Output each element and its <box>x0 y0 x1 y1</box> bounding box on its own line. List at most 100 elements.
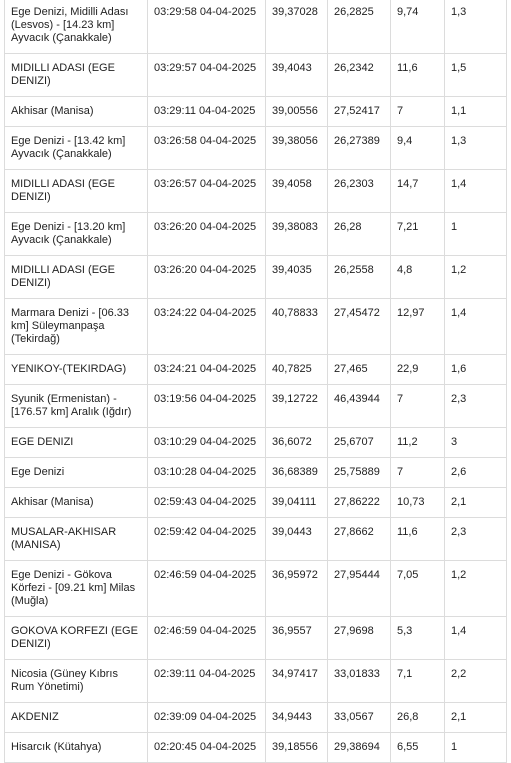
depth-cell: 7,21 <box>390 212 445 256</box>
time-cell: 03:26:20 04-04-2025 <box>147 255 266 299</box>
magnitude-cell: 3 <box>444 427 507 458</box>
table-body: Ege Denizi, Midilli Adası (Lesvos) - [14… <box>4 0 507 763</box>
location-cell: GOKOVA KORFEZI (EGE DENIZI) <box>4 616 148 660</box>
latitude-cell: 39,38056 <box>265 126 328 170</box>
time-cell: 03:29:11 04-04-2025 <box>147 96 266 127</box>
depth-cell: 26,8 <box>390 702 445 733</box>
latitude-cell: 34,97417 <box>265 659 328 703</box>
location-cell: EGE DENIZI <box>4 427 148 458</box>
depth-cell: 7 <box>390 384 445 428</box>
earthquake-row: Syunik (Ermenistan) - [176.57 km] Aralık… <box>4 384 507 428</box>
magnitude-cell: 1,4 <box>444 616 507 660</box>
depth-cell: 7 <box>390 96 445 127</box>
earthquake-row: Ege Denizi - [13.20 km] Ayvacık (Çanakka… <box>4 212 507 256</box>
magnitude-cell: 1,6 <box>444 354 507 385</box>
depth-cell: 7,1 <box>390 659 445 703</box>
location-cell: Syunik (Ermenistan) - [176.57 km] Aralık… <box>4 384 148 428</box>
longitude-cell: 25,6707 <box>327 427 391 458</box>
latitude-cell: 39,00556 <box>265 96 328 127</box>
depth-cell: 11,6 <box>390 53 445 97</box>
latitude-cell: 39,37028 <box>265 0 328 54</box>
location-cell: Ege Denizi - [13.20 km] Ayvacık (Çanakka… <box>4 212 148 256</box>
depth-cell: 11,6 <box>390 517 445 561</box>
depth-cell: 22,9 <box>390 354 445 385</box>
earthquake-row: AKDENIZ 02:39:09 04-04-2025 34,9443 33,0567… <box>4 702 507 733</box>
longitude-cell: 26,27389 <box>327 126 391 170</box>
latitude-cell: 39,12722 <box>265 384 328 428</box>
depth-cell: 7 <box>390 457 445 488</box>
time-cell: 03:10:29 04-04-2025 <box>147 427 266 458</box>
magnitude-cell: 1,4 <box>444 169 507 213</box>
depth-cell: 6,55 <box>390 732 445 763</box>
earthquake-row: Ege Denizi - [13.42 km] Ayvacık (Çanakka… <box>4 126 507 170</box>
magnitude-cell: 1,2 <box>444 560 507 617</box>
location-cell: Nicosia (Güney Kıbrıs Rum Yönetimi) <box>4 659 148 703</box>
magnitude-cell: 1,2 <box>444 255 507 299</box>
longitude-cell: 46,43944 <box>327 384 391 428</box>
latitude-cell: 40,78833 <box>265 298 328 355</box>
time-cell: 02:46:59 04-04-2025 <box>147 616 266 660</box>
location-cell: Marmara Denizi - [06.33 km] Süleymanpaşa… <box>4 298 148 355</box>
earthquake-row: Hisarcık (Kütahya) 02:20:45 04-04-2025 39,… <box>4 732 507 763</box>
location-cell: AKDENIZ <box>4 702 148 733</box>
latitude-cell: 39,18556 <box>265 732 328 763</box>
latitude-cell: 34,9443 <box>265 702 328 733</box>
longitude-cell: 33,0567 <box>327 702 391 733</box>
magnitude-cell: 1 <box>444 732 507 763</box>
location-cell: Ege Denizi - Gökova Körfezi - [09.21 km]… <box>4 560 148 617</box>
time-cell: 02:39:09 04-04-2025 <box>147 702 266 733</box>
latitude-cell: 39,4058 <box>265 169 328 213</box>
time-cell: 02:20:45 04-04-2025 <box>147 732 266 763</box>
magnitude-cell: 2,1 <box>444 487 507 518</box>
magnitude-cell: 2,3 <box>444 384 507 428</box>
time-cell: 02:59:43 04-04-2025 <box>147 487 266 518</box>
longitude-cell: 27,52417 <box>327 96 391 127</box>
depth-cell: 4,8 <box>390 255 445 299</box>
latitude-cell: 36,95972 <box>265 560 328 617</box>
longitude-cell: 27,95444 <box>327 560 391 617</box>
location-cell: Hisarcık (Kütahya) <box>4 732 148 763</box>
longitude-cell: 26,28 <box>327 212 391 256</box>
depth-cell: 11,2 <box>390 427 445 458</box>
magnitude-cell: 1,4 <box>444 298 507 355</box>
depth-cell: 5,3 <box>390 616 445 660</box>
earthquake-row: GOKOVA KORFEZI (EGE DENIZI) 02:46:59 04-0… <box>4 616 507 660</box>
earthquake-row: Ege Denizi - Gökova Körfezi - [09.21 km]… <box>4 560 507 617</box>
time-cell: 02:39:11 04-04-2025 <box>147 659 266 703</box>
location-cell: MIDILLI ADASI (EGE DENIZI) <box>4 169 148 213</box>
time-cell: 03:26:57 04-04-2025 <box>147 169 266 213</box>
magnitude-cell: 1 <box>444 212 507 256</box>
magnitude-cell: 1,3 <box>444 0 507 54</box>
earthquake-row: Marmara Denizi - [06.33 km] Süleymanpaşa… <box>4 298 507 355</box>
location-cell: MIDILLI ADASI (EGE DENIZI) <box>4 53 148 97</box>
longitude-cell: 26,2558 <box>327 255 391 299</box>
location-cell: Ege Denizi <box>4 457 148 488</box>
longitude-cell: 26,2342 <box>327 53 391 97</box>
magnitude-cell: 1,1 <box>444 96 507 127</box>
time-cell: 03:24:22 04-04-2025 <box>147 298 266 355</box>
time-cell: 02:46:59 04-04-2025 <box>147 560 266 617</box>
time-cell: 03:24:21 04-04-2025 <box>147 354 266 385</box>
latitude-cell: 39,38083 <box>265 212 328 256</box>
depth-cell: 9,4 <box>390 126 445 170</box>
earthquake-row: MIDILLI ADASI (EGE DENIZI) 03:26:57 04-04… <box>4 169 507 213</box>
longitude-cell: 33,01833 <box>327 659 391 703</box>
latitude-cell: 39,4043 <box>265 53 328 97</box>
location-cell: Akhisar (Manisa) <box>4 96 148 127</box>
earthquake-list: Ege Denizi, Midilli Adası (Lesvos) - [14… <box>4 0 507 763</box>
time-cell: 03:26:58 04-04-2025 <box>147 126 266 170</box>
longitude-cell: 27,9698 <box>327 616 391 660</box>
longitude-cell: 26,2303 <box>327 169 391 213</box>
earthquake-row: MIDILLI ADASI (EGE DENIZI) 03:29:57 04-04… <box>4 53 507 97</box>
longitude-cell: 25,75889 <box>327 457 391 488</box>
latitude-cell: 36,9557 <box>265 616 328 660</box>
depth-cell: 10,73 <box>390 487 445 518</box>
magnitude-cell: 2,1 <box>444 702 507 733</box>
earthquake-row: EGE DENIZI 03:10:29 04-04-2025 36,6072 25,6… <box>4 427 507 458</box>
magnitude-cell: 2,6 <box>444 457 507 488</box>
longitude-cell: 27,8662 <box>327 517 391 561</box>
earthquake-row: YENIKOY-(TEKIRDAG) 03:24:21 04-04-2025 40,… <box>4 354 507 385</box>
magnitude-cell: 1,3 <box>444 126 507 170</box>
time-cell: 03:29:58 04-04-2025 <box>147 0 266 54</box>
